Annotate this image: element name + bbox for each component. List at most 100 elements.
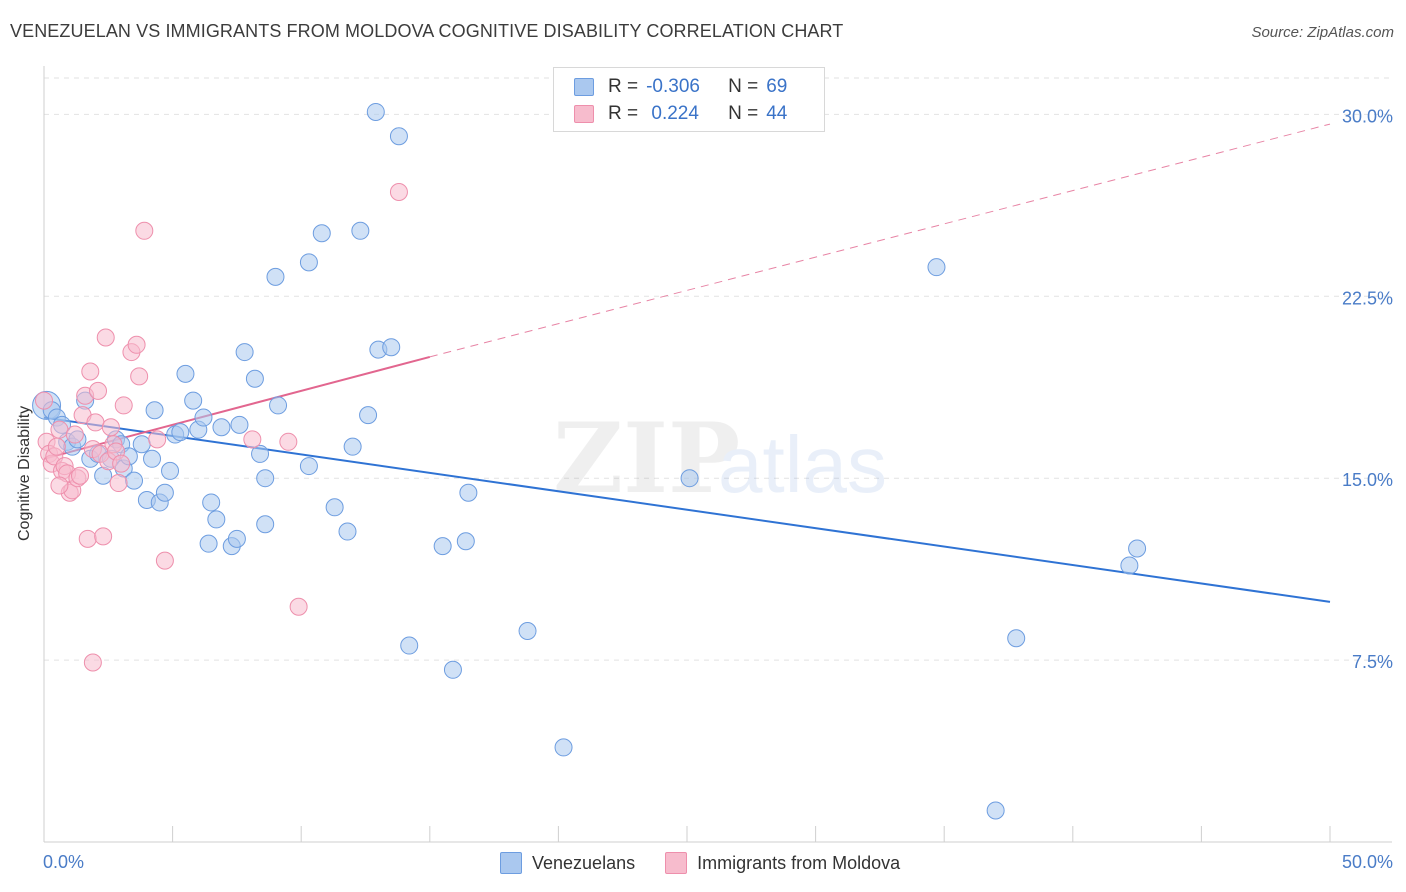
correlation-legend: R = -0.306 N = 69 R = 0.224 N = 44 (553, 67, 825, 132)
legend-swatch-blue (500, 852, 522, 874)
point-moldova (109, 474, 128, 493)
point-moldova (78, 529, 97, 548)
point-venezuelans (456, 532, 475, 551)
point-venezuelans (986, 801, 1005, 820)
point-venezuelans (359, 406, 378, 425)
point-venezuelans (212, 418, 231, 437)
y-tick-label: 7.5% (1352, 652, 1393, 672)
point-moldova (243, 430, 262, 449)
point-moldova (96, 328, 115, 347)
legend-r-label: R = (608, 103, 639, 124)
point-moldova (155, 551, 174, 570)
point-moldova (71, 466, 90, 485)
x-tick-min: 0.0% (43, 852, 85, 872)
chart-title: VENEZUELAN VS IMMIGRANTS FROM MOLDOVA CO… (10, 21, 844, 41)
point-venezuelans (927, 258, 946, 277)
point-moldova (35, 391, 53, 410)
legend-r-value: 0.224 (646, 103, 699, 124)
watermark: ZIP atlas (553, 402, 887, 515)
point-venezuelans (256, 469, 275, 488)
legend-n-label: N = (728, 76, 759, 97)
point-venezuelans (459, 483, 478, 502)
legend-swatch-blue (574, 78, 594, 96)
point-moldova (83, 653, 102, 672)
point-venezuelans (400, 636, 419, 655)
point-venezuelans (366, 102, 385, 121)
point-moldova (389, 182, 408, 201)
y-tick-label: 15.0% (1342, 470, 1393, 490)
point-moldova (114, 396, 133, 415)
point-moldova (135, 221, 154, 240)
point-venezuelans (227, 529, 246, 548)
point-venezuelans (1120, 556, 1139, 575)
point-venezuelans (207, 510, 226, 529)
point-moldova (101, 418, 120, 437)
legend-label-moldova: Immigrants from Moldova (697, 852, 901, 873)
point-moldova (127, 335, 146, 354)
watermark-zip: ZIP (553, 402, 740, 515)
point-venezuelans (161, 461, 180, 480)
point-venezuelans (251, 444, 270, 463)
y-tick-labels: 7.5% 15.0% 22.5% 30.0% (1342, 106, 1393, 672)
watermark-atlas: atlas (718, 420, 887, 509)
point-venezuelans (269, 396, 288, 415)
point-venezuelans (325, 498, 344, 517)
grid-lines (44, 77, 1392, 661)
point-venezuelans (235, 343, 254, 362)
legend-item-moldova: Immigrants from Moldova (665, 852, 900, 874)
legend-r-value: -0.306 (646, 76, 700, 97)
point-venezuelans (184, 391, 203, 410)
point-venezuelans (1128, 539, 1147, 558)
point-venezuelans (433, 537, 452, 556)
point-venezuelans (389, 127, 408, 146)
point-moldova (279, 432, 298, 451)
legend-r-label: R = (608, 76, 639, 97)
legend-n-value: 69 (766, 76, 788, 97)
legend-swatch-pink (574, 105, 594, 123)
point-moldova (289, 597, 308, 616)
point-moldova (47, 437, 66, 456)
point-venezuelans (299, 457, 318, 476)
point-moldova (50, 476, 69, 495)
point-moldova (86, 413, 105, 432)
point-moldova (50, 420, 69, 439)
point-moldova (94, 527, 113, 546)
point-venezuelans (132, 435, 151, 454)
point-venezuelans (199, 534, 218, 553)
point-venezuelans (202, 493, 221, 512)
legend-swatch-pink (665, 852, 688, 874)
point-moldova (89, 381, 108, 400)
point-venezuelans (245, 369, 264, 388)
series-moldova (35, 182, 408, 672)
point-venezuelans (312, 224, 331, 243)
point-venezuelans (299, 253, 318, 272)
point-venezuelans (443, 660, 462, 679)
point-moldova (65, 425, 84, 444)
legend-item-venezuelans: Venezuelans (500, 852, 635, 874)
point-venezuelans (343, 437, 362, 456)
point-venezuelans (194, 408, 213, 427)
point-venezuelans (176, 364, 195, 383)
trend-line-moldova-extension (429, 123, 1331, 358)
point-moldova (112, 454, 131, 473)
point-venezuelans (155, 483, 174, 502)
point-venezuelans (351, 221, 370, 240)
point-venezuelans (230, 415, 249, 434)
legend-n-value: 44 (766, 103, 788, 124)
source-credit: Source: ZipAtlas.com (1251, 24, 1394, 41)
y-tick-label: 22.5% (1342, 288, 1393, 308)
series-legend: Venezuelans Immigrants from Moldova (500, 852, 930, 874)
point-venezuelans (338, 522, 357, 541)
y-tick-label: 30.0% (1342, 106, 1393, 126)
point-venezuelans (680, 469, 699, 488)
legend-row-moldova: R = 0.224 N = 44 (574, 102, 787, 126)
point-moldova (130, 367, 149, 386)
point-moldova (148, 430, 167, 449)
legend-n-label: N = (728, 103, 759, 124)
legend-row-venezuelans: R = -0.306 N = 69 (574, 75, 787, 99)
point-venezuelans (143, 449, 162, 468)
point-venezuelans (266, 267, 285, 286)
point-venezuelans (256, 515, 275, 534)
x-tick-max: 50.0% (1341, 852, 1393, 872)
